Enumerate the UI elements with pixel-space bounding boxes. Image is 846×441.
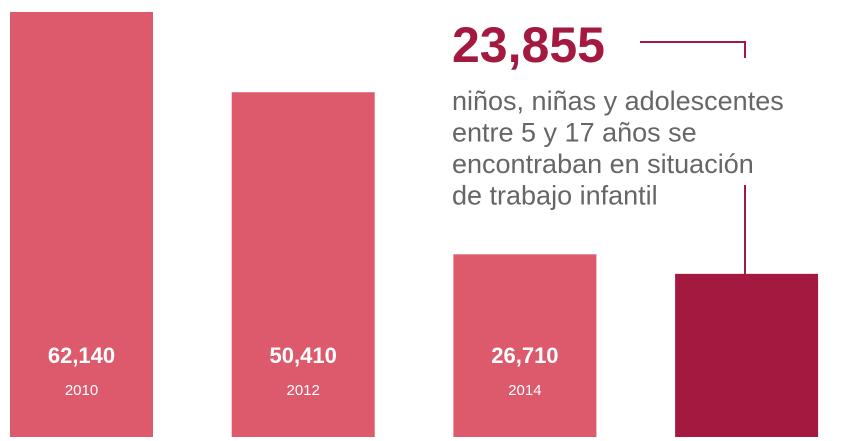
value-label: 62,140 — [48, 343, 115, 368]
annotation-line: niños, niñas y adolescentes — [452, 86, 784, 116]
category-label: 2012 — [287, 382, 320, 399]
bar — [675, 273, 819, 437]
bar — [453, 254, 597, 437]
highlight-value: 23,855 — [452, 17, 605, 73]
annotation-line: entre 5 y 17 años se — [452, 118, 697, 148]
value-label: 26,710 — [491, 343, 558, 368]
category-label: 2014 — [508, 382, 541, 399]
annotation-line: de trabajo infantil — [452, 181, 658, 211]
category-label: 2010 — [65, 382, 98, 399]
annotation-line: encontraban en situación — [452, 149, 754, 179]
bar — [10, 12, 153, 437]
callout-line — [640, 41, 746, 58]
bar — [231, 92, 375, 437]
value-label: 50,410 — [270, 343, 337, 368]
